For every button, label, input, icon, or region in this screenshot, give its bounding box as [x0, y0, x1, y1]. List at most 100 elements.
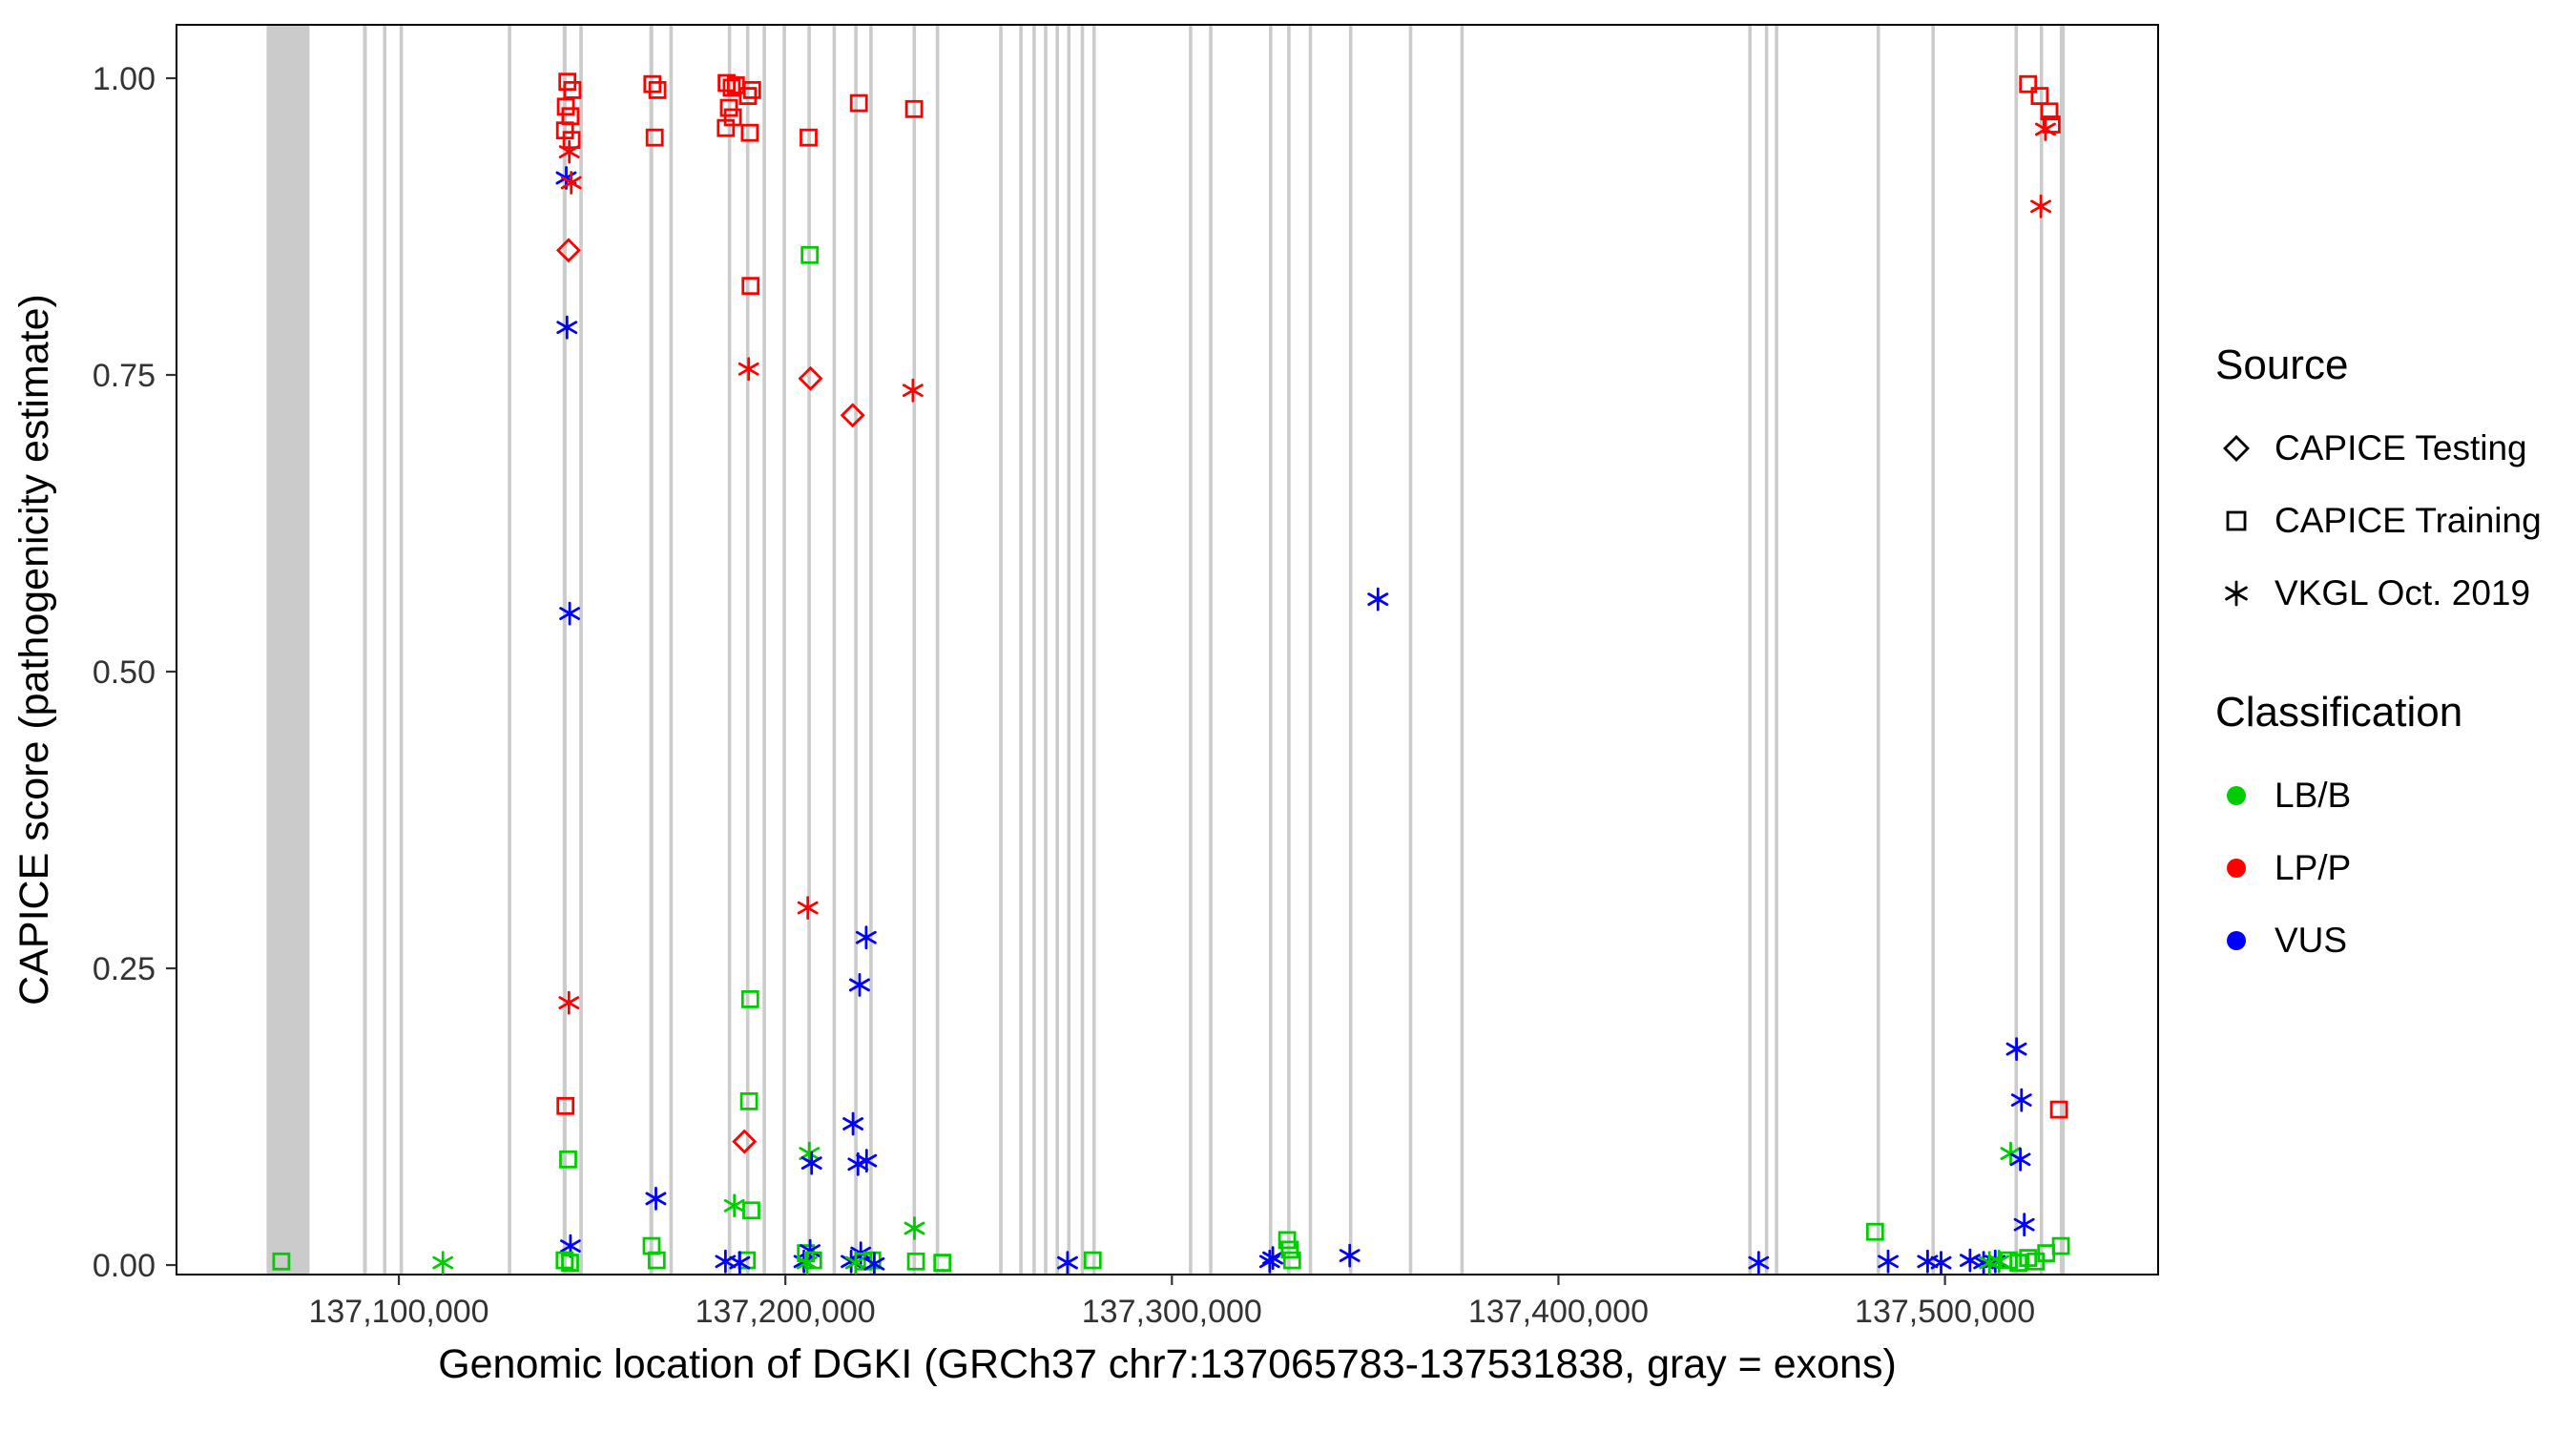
data-point-asterisk: [902, 378, 924, 403]
y-tick-label: 0.75: [93, 358, 156, 394]
asterisk-icon: [2225, 580, 2248, 607]
legend-item-vus: VUS: [2215, 904, 2576, 977]
data-point-asterisk: [1057, 1251, 1078, 1275]
exon-region: [1308, 25, 1313, 1275]
data-point-asterisk: [800, 1238, 821, 1263]
data-point-square: [1282, 1251, 1301, 1270]
exon-region: [2039, 25, 2044, 1275]
data-point-asterisk: [432, 1251, 454, 1275]
exon-region: [1209, 25, 1213, 1275]
data-point-asterisk: [1960, 1248, 1981, 1273]
legend-source-title: Source: [2215, 342, 2349, 388]
x-tick-label: 137,400,000: [1468, 1294, 1649, 1330]
legend-source-items: CAPICE Testing CAPICE Training VKGL Oct. 2…: [2215, 412, 2576, 630]
exon-region: [727, 25, 732, 1275]
x-axis-title: Genomic location of DGKI (GRCh37 chr7:13…: [438, 1341, 1897, 1387]
legend-item-label: LB/B: [2275, 776, 2352, 815]
data-point-square: [906, 1252, 925, 1271]
exon-region: [1269, 25, 1273, 1275]
data-point-square: [648, 81, 667, 99]
exon-region: [1764, 25, 1769, 1275]
x-tick-label: 137,100,000: [308, 1294, 488, 1330]
data-point-square: [2049, 1100, 2068, 1119]
data-point-asterisk: [558, 139, 580, 164]
data-point-asterisk: [2010, 1088, 2032, 1112]
data-point-asterisk: [856, 1149, 878, 1172]
legend-item-capice-training: CAPICE Training: [2215, 485, 2576, 557]
square-open-icon: [2226, 510, 2247, 531]
exon-region: [266, 25, 310, 1275]
exon-region: [1080, 25, 1085, 1275]
y-axis-title: CAPICE score (pathogenicity estimate): [11, 294, 57, 1006]
legend-item-capice-testing: CAPICE Testing: [2215, 412, 2576, 485]
exon-region: [1931, 25, 1935, 1275]
data-point-asterisk: [800, 1151, 822, 1175]
data-point-square: [933, 1254, 952, 1272]
data-point-asterisk: [2013, 1213, 2035, 1237]
exon-region: [1055, 25, 1059, 1275]
exon-region: [999, 25, 1003, 1275]
data-point-square: [1999, 1251, 2018, 1270]
panel-border: [176, 24, 2159, 1275]
legend-item-label: VUS: [2275, 921, 2348, 960]
legend-source: Source CAPICE Testing CAPICE Training VKGL…: [2215, 342, 2576, 630]
data-point-asterisk: [797, 896, 819, 920]
x-tick-label: 137,300,000: [1082, 1294, 1262, 1330]
data-point-asterisk: [1339, 1243, 1361, 1268]
data-point-square: [561, 1254, 579, 1272]
data-point-square: [1083, 1251, 1102, 1270]
legend-item-label: LP/P: [2275, 848, 2352, 887]
exon-region: [1019, 25, 1023, 1275]
exon-region: [854, 25, 858, 1275]
data-point-square: [2030, 87, 2049, 105]
exon-region: [669, 25, 674, 1275]
exon-region: [745, 25, 750, 1275]
legend: Source CAPICE Testing CAPICE Training VKGL…: [2215, 342, 2576, 977]
data-point-asterisk: [558, 990, 580, 1015]
data-point-square: [2009, 1254, 2028, 1272]
data-point-square: [904, 99, 924, 118]
data-point-square: [645, 128, 664, 147]
data-point-square: [742, 81, 761, 99]
legend-classification-title: Classification: [2215, 689, 2463, 736]
exon-region: [1287, 25, 1291, 1275]
data-point-asterisk: [715, 1249, 737, 1274]
exon-region: [935, 25, 940, 1275]
exon-region: [869, 25, 873, 1275]
legend-item-lp-p: LP/P: [2215, 832, 2576, 904]
data-point-square: [742, 1201, 760, 1220]
data-point-asterisk: [1258, 1249, 1280, 1274]
data-point-asterisk: [645, 1187, 667, 1211]
data-point-square: [272, 1252, 291, 1271]
data-point-square: [717, 73, 736, 93]
exon-region: [1032, 25, 1036, 1275]
data-point-asterisk: [2009, 1147, 2031, 1172]
green-dot-icon: [2227, 786, 2246, 805]
data-point-asterisk: [904, 1216, 925, 1240]
diamond-open-icon: [2223, 435, 2250, 462]
legend-item-label: CAPICE Testing: [2275, 428, 2527, 467]
data-point-asterisk: [1930, 1251, 1952, 1275]
data-point-square: [740, 123, 759, 142]
data-point-square: [563, 81, 582, 99]
data-point-asterisk: [1988, 1249, 2010, 1274]
exon-region: [807, 25, 811, 1275]
data-point-asterisk: [560, 171, 582, 195]
exon-region: [1876, 25, 1880, 1275]
data-point-square: [555, 1251, 574, 1270]
data-point-diamond: [555, 238, 581, 263]
data-point-asterisk: [1748, 1251, 1770, 1275]
exon-region: [1408, 25, 1413, 1275]
data-point-square: [1865, 1222, 1884, 1241]
exon-region: [1775, 25, 1778, 1275]
exon-region: [363, 25, 367, 1275]
exon-region: [1460, 25, 1465, 1275]
data-point-asterisk: [1262, 1246, 1283, 1270]
exon-region: [508, 25, 511, 1275]
blue-dot-icon: [2227, 931, 2246, 950]
data-point-asterisk: [559, 601, 580, 626]
data-point-asterisk: [855, 925, 877, 950]
data-point-asterisk: [863, 1252, 885, 1276]
legend-item-label: CAPICE Training: [2275, 501, 2542, 540]
